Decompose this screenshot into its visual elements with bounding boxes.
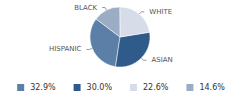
svg-text:14.6%: 14.6% xyxy=(199,83,225,92)
svg-text:22.6%: 22.6% xyxy=(143,83,169,92)
svg-text:32.9%: 32.9% xyxy=(30,83,56,92)
svg-text:30.0%: 30.0% xyxy=(87,83,113,92)
svg-text:ASIAN: ASIAN xyxy=(151,56,172,64)
svg-text:WHITE: WHITE xyxy=(149,8,172,16)
svg-text:HISPANIC: HISPANIC xyxy=(49,45,82,53)
svg-text:BLACK: BLACK xyxy=(74,4,97,12)
